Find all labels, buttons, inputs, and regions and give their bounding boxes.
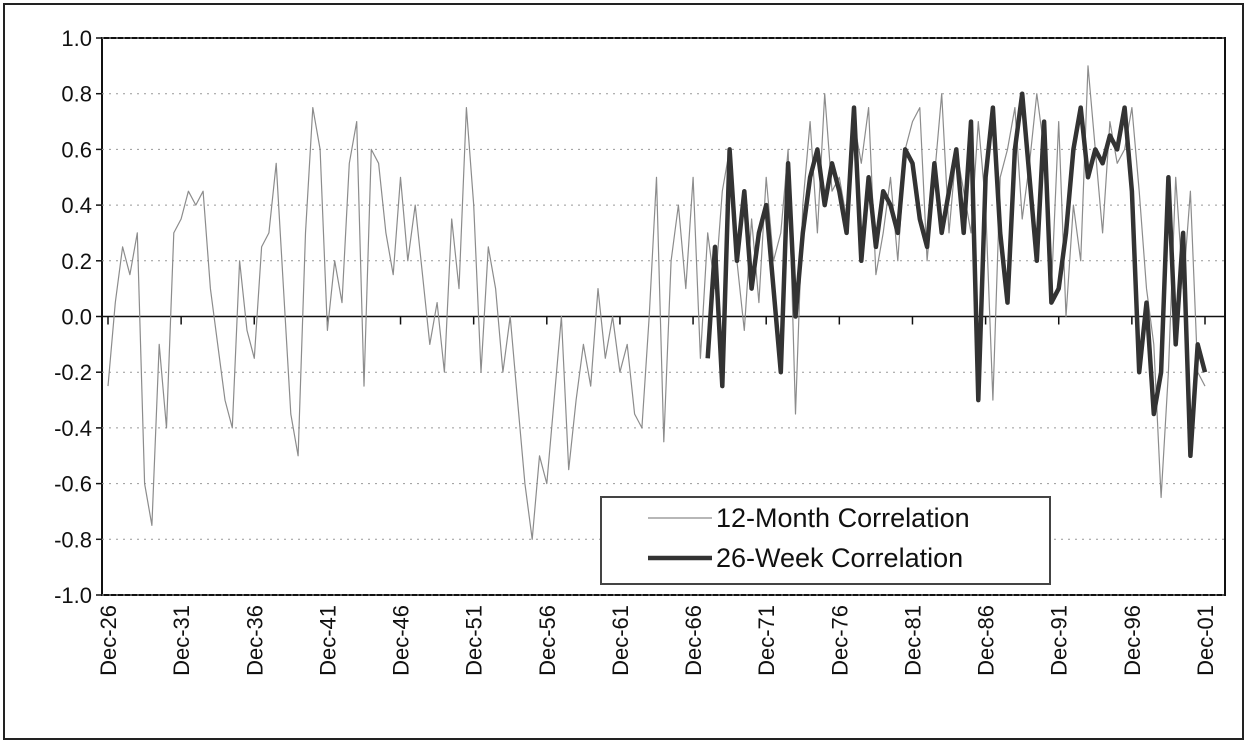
y-tick-label: -0.6: [54, 472, 92, 497]
x-tick-label: Dec-81: [900, 605, 925, 676]
x-tick-label: Dec-56: [535, 605, 560, 676]
series-line: [107, 65, 1206, 540]
x-tick-label: Dec-51: [462, 605, 487, 676]
y-tick-label: -0.8: [54, 527, 92, 552]
x-tick-label: Dec-41: [315, 605, 340, 676]
x-tick-label: Dec-01: [1193, 605, 1218, 676]
legend: 12-Month Correlation 26-Week Correlation: [600, 496, 1051, 585]
x-tick-label: Dec-31: [169, 605, 194, 676]
x-tick-label: Dec-26: [96, 605, 121, 676]
y-tick-label: 0.6: [61, 137, 92, 162]
x-tick-label: Dec-61: [608, 605, 633, 676]
x-tick-label: Dec-36: [242, 605, 267, 676]
legend-label: 12-Month Correlation: [716, 503, 970, 533]
x-tick-label: Dec-76: [827, 605, 852, 676]
y-tick-label: 0.0: [61, 305, 92, 330]
y-tick-label: -0.4: [54, 416, 92, 441]
series-line: [705, 91, 1208, 459]
x-tick-label: Dec-71: [754, 605, 779, 676]
y-tick-label: 0.8: [61, 82, 92, 107]
frame: [3, 3, 1244, 740]
x-tick-label: Dec-46: [389, 605, 414, 676]
y-tick-label: -1.0: [54, 583, 92, 608]
x-tick-label: Dec-86: [974, 605, 999, 676]
y-tick-label: 1.0: [61, 26, 92, 51]
x-tick-label: Dec-66: [681, 605, 706, 676]
y-tick-label: -0.2: [54, 360, 92, 385]
x-tick-label: Dec-91: [1047, 605, 1072, 676]
legend-box: [600, 496, 1051, 585]
y-tick-label: 0.4: [61, 193, 92, 218]
x-tick-label: Dec-96: [1120, 605, 1145, 676]
legend-label: 26-Week Correlation: [716, 543, 963, 573]
y-tick-label: 0.2: [61, 249, 92, 274]
